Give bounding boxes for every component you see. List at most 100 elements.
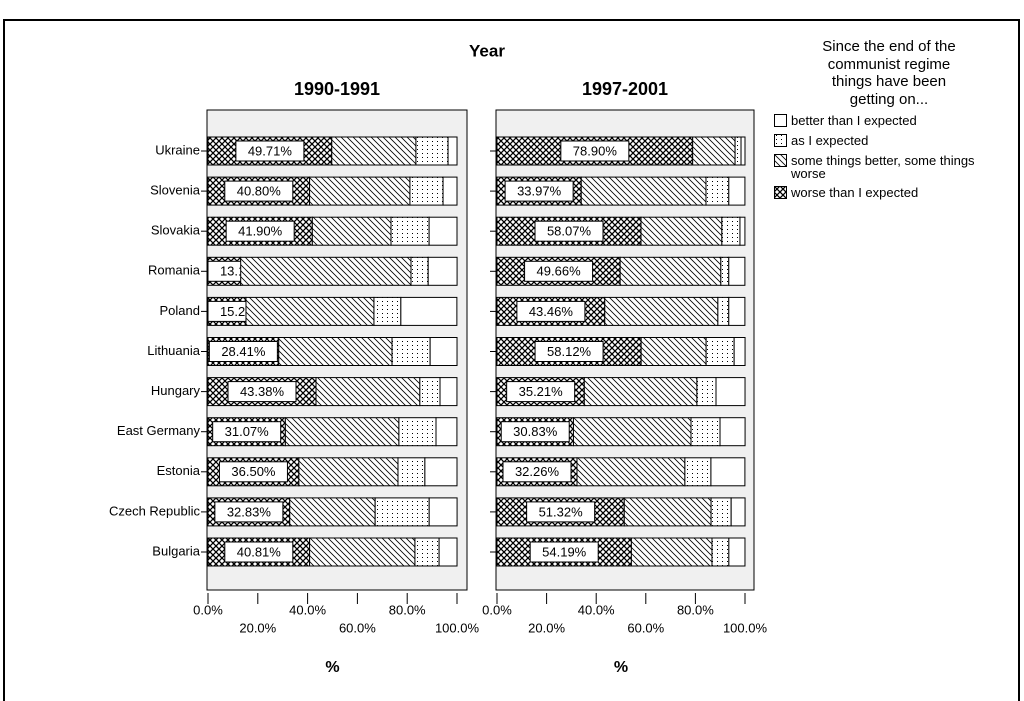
legend-title-line: things have been [831, 73, 947, 90]
value-label-box [227, 381, 297, 403]
legend-swatch [774, 154, 787, 167]
bar-segment [719, 417, 746, 447]
y-tick-label: Estonia [157, 463, 201, 478]
legend-item: worse than I expected [774, 186, 1004, 200]
legend-swatch-box [774, 134, 787, 147]
bar-segment [705, 337, 735, 366]
bar-segment [720, 256, 730, 286]
value-label-box [224, 541, 294, 563]
value-label: 28.41% [221, 344, 266, 359]
bar-segment [390, 216, 430, 246]
legend-swatch-box [774, 186, 787, 199]
value-label: 32.83% [227, 504, 272, 519]
bar-segment [311, 216, 392, 246]
value-label-box [235, 140, 305, 162]
legend-label: worse than I expected [791, 185, 919, 200]
x-tick-label: 0.0% [482, 602, 512, 617]
bar-segment [289, 497, 376, 527]
legend-swatch [774, 186, 787, 199]
bar-segment [427, 256, 458, 286]
bar-segment [711, 537, 730, 567]
bar-segment [728, 176, 746, 206]
bar-segment [619, 256, 722, 286]
bar-segment [284, 417, 400, 447]
value-label-box [504, 180, 574, 202]
legend-swatch [774, 114, 787, 127]
legend-title: Since the end of the communist regime thin… [774, 38, 1004, 108]
value-label: 32.26% [515, 464, 560, 479]
value-label-box [500, 421, 570, 443]
y-tick-label: Slovenia [150, 183, 201, 198]
bar-segment [428, 497, 458, 527]
value-label: 31.07% [225, 424, 270, 439]
bar-segment [734, 136, 742, 166]
x-tick-label: 100.0% [435, 620, 480, 635]
value-label-box [218, 461, 288, 483]
value-label-box [506, 381, 576, 403]
legend-swatch [774, 134, 787, 147]
y-tick-label: Romania [148, 263, 201, 278]
bar-segment [373, 296, 402, 326]
value-label: 41.90% [238, 224, 283, 239]
x-tick-label: 100.0% [723, 620, 768, 635]
bar-segment [728, 256, 746, 286]
bar-segment [315, 377, 421, 407]
value-label-box [225, 220, 295, 242]
value-label-box [212, 421, 282, 443]
x-tick-label: 20.0% [239, 620, 276, 635]
legend-label: better than I expected [791, 113, 917, 128]
value-label: 30.83% [513, 424, 558, 439]
bar-segment [580, 176, 707, 206]
y-tick-label: Ukraine [155, 142, 200, 157]
y-tick-label: Hungary [151, 383, 201, 398]
bar-segment [640, 337, 707, 366]
bar-segment [705, 176, 730, 206]
bar-segment [583, 377, 698, 407]
bar-segment [428, 216, 458, 246]
value-label-box [516, 300, 586, 322]
value-label-box [524, 260, 594, 282]
bar-segment [439, 377, 458, 407]
x-tick-label: 40.0% [289, 602, 326, 617]
value-label-box [534, 341, 604, 362]
frame [3, 19, 1020, 701]
legend-swatch-box [774, 154, 787, 167]
bar-segment [690, 417, 721, 447]
value-label: 36.50% [231, 464, 276, 479]
bar-segment [435, 417, 458, 447]
bar-segment [728, 537, 746, 567]
bar-segment [721, 216, 741, 246]
value-label-box [208, 341, 278, 362]
value-label: 43.46% [529, 304, 574, 319]
bar-segment [400, 296, 458, 326]
bar-segment [572, 417, 692, 447]
bar-segment [710, 497, 732, 527]
x-tick-label: 80.0% [677, 602, 714, 617]
bar-segment [733, 337, 746, 366]
bar-segment [692, 136, 736, 166]
value-label-box [526, 501, 596, 523]
bar-segment [419, 377, 441, 407]
value-label: 43.38% [240, 384, 285, 399]
bar-segment [429, 337, 458, 366]
legend-swatch-box [774, 114, 787, 127]
bar-segment [640, 216, 723, 246]
bar-segment [696, 377, 717, 407]
bar-segment [715, 377, 746, 407]
panel-title: 1990-1991 [294, 79, 380, 99]
bar-segment [245, 296, 375, 326]
bar-segment [442, 176, 458, 206]
bar-segment [309, 176, 411, 206]
bar-segment [391, 337, 431, 366]
bar-segment [630, 537, 713, 567]
value-label: 40.81% [237, 544, 282, 559]
legend-item: some things better, some things worse [774, 154, 1004, 180]
bar-segment [414, 537, 440, 567]
bar-segment [331, 136, 417, 166]
x-tick-label: 40.0% [578, 602, 615, 617]
bar-segment [415, 136, 449, 166]
bar-segment [374, 497, 430, 527]
x-tick-label: 20.0% [528, 620, 565, 635]
bar-segment [398, 417, 437, 447]
